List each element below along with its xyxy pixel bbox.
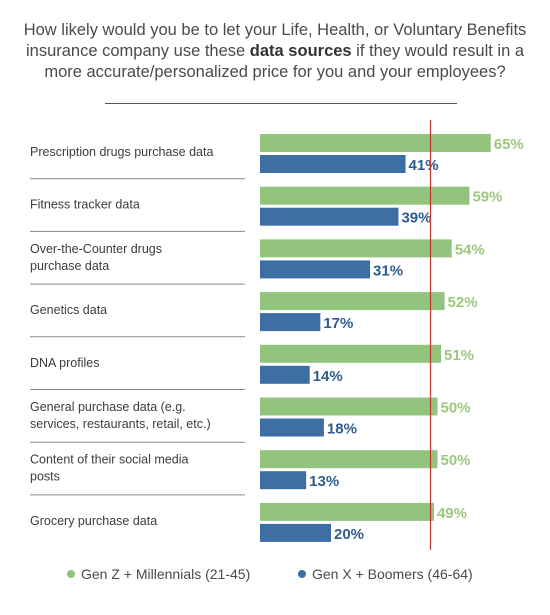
- bar-genx: [260, 207, 399, 226]
- category-label: Prescription drugs purchase data: [30, 145, 213, 159]
- data-label-genz: 49%: [437, 505, 467, 522]
- bar-genx: [260, 523, 331, 542]
- data-label-genx: 14%: [313, 368, 343, 385]
- category-label: DNA profiles: [30, 356, 99, 370]
- bar-genz: [260, 397, 438, 416]
- data-label-genz: 52%: [448, 294, 478, 311]
- legend-label-genz: Gen Z + Millennials (21-45): [81, 566, 251, 582]
- legend-item-genz: Gen Z + Millennials (21-45): [67, 566, 250, 582]
- category-label: purchase data: [30, 259, 109, 273]
- title-divider: [105, 103, 457, 104]
- bar-genx: [260, 155, 406, 173]
- bar-genz: [260, 344, 442, 363]
- bar-genx: [260, 418, 324, 437]
- bar-chart: Prescription drugs purchase data 65% 41% Fi…: [30, 120, 524, 550]
- legend-label-genx: Gen X + Boomers (46-64): [312, 566, 473, 582]
- data-label-genz: 65%: [494, 136, 524, 153]
- legend-swatch-genx: [298, 570, 306, 578]
- bar-genx: [260, 471, 307, 490]
- bar-genx: [260, 365, 310, 384]
- data-label-genz: 54%: [455, 241, 485, 258]
- chart-title: How likely would you be to let your Life…: [23, 21, 527, 81]
- category-label: Content of their social media: [30, 453, 188, 467]
- bar-genz: [260, 239, 452, 258]
- bar-genx: [260, 260, 371, 279]
- data-label-genz: 59%: [472, 189, 502, 206]
- data-label-genz: 50%: [441, 400, 471, 417]
- category-label: General purchase data (e.g.: [30, 400, 186, 414]
- bar-genz: [260, 450, 438, 469]
- data-label-genz: 51%: [444, 347, 474, 364]
- legend-item-genx: Gen X + Boomers (46-64): [298, 566, 473, 582]
- bar-genz: [260, 186, 470, 205]
- data-label-genx: 18%: [327, 421, 357, 438]
- data-label-genx: 31%: [373, 262, 403, 279]
- bar-genx: [260, 313, 321, 332]
- bar-genz: [260, 502, 434, 521]
- category-label: Grocery purchase data: [30, 514, 157, 528]
- category-label: posts: [30, 470, 60, 484]
- category-label: services, restaurants, retail, etc.): [30, 417, 211, 431]
- data-label-genx: 39%: [401, 210, 431, 227]
- category-label: Genetics data: [30, 303, 107, 317]
- data-label-genx: 20%: [334, 526, 364, 543]
- data-label-genz: 50%: [441, 452, 471, 469]
- category-label: Fitness tracker data: [30, 198, 140, 212]
- data-label-genx: 17%: [323, 315, 353, 332]
- data-label-genx: 13%: [309, 473, 339, 490]
- bar-genz: [260, 134, 491, 152]
- bar-genz: [260, 292, 445, 311]
- category-label: Over-the-Counter drugs: [30, 242, 162, 256]
- data-label-genx: 41%: [409, 157, 439, 174]
- legend-swatch-genz: [67, 570, 75, 578]
